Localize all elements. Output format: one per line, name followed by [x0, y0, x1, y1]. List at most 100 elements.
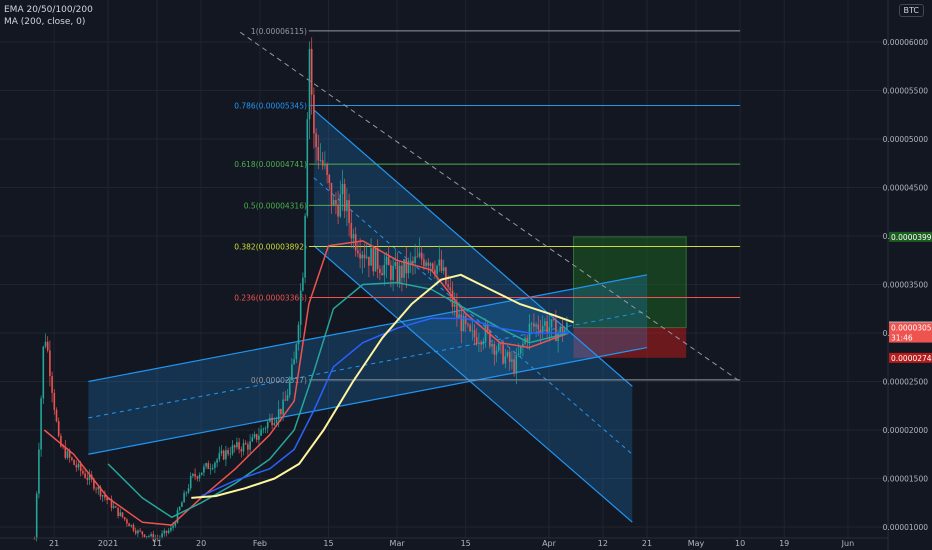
candle-body	[192, 473, 194, 476]
candle-body	[359, 253, 361, 259]
candle-body	[185, 492, 188, 494]
candle-body	[165, 530, 168, 533]
legend-ma[interactable]: MA (200, close, 0)	[4, 17, 86, 27]
candle-body	[321, 160, 324, 166]
candle-body	[183, 492, 185, 503]
candle-body	[93, 479, 95, 489]
candle-body	[244, 443, 247, 445]
x-tick-label: Jun	[841, 539, 855, 548]
candle-body	[211, 467, 214, 469]
indicator-legend[interactable]: EMA 20/50/100/200 MA (200, close, 0)	[4, 4, 93, 28]
candle-body	[71, 457, 73, 460]
y-tick-label: 0.00003500	[883, 281, 929, 290]
x-tick-label: 19	[779, 539, 789, 548]
y-tick-label: 0.00005500	[883, 87, 929, 96]
candle-body	[350, 222, 353, 239]
price-label-bg	[889, 322, 932, 343]
candle-body	[126, 519, 128, 524]
candle-body	[315, 133, 317, 148]
candle-body	[33, 538, 36, 540]
dashed-trendline[interactable]	[240, 31, 741, 382]
candle-body	[62, 446, 64, 448]
candle-body	[381, 273, 383, 276]
ema-line	[43, 240, 569, 526]
candle-body	[112, 506, 115, 508]
candle-body	[304, 215, 306, 278]
legend-ema[interactable]: EMA 20/50/100/200	[4, 5, 93, 15]
fib-retracement[interactable]: 1(0.00006115) 0.786(0.00005345) 0.618(0.00…	[234, 27, 741, 385]
candle-body	[101, 495, 104, 497]
candlestick-series	[33, 37, 568, 543]
candle-body	[317, 147, 320, 161]
candle-body	[451, 290, 454, 307]
desc-channel-lower	[313, 245, 633, 523]
candle-body	[286, 395, 289, 401]
candle-body	[273, 422, 276, 426]
candle-body	[97, 487, 100, 490]
candle-body	[82, 470, 84, 474]
candle-body	[341, 183, 344, 195]
candle-body	[462, 316, 465, 332]
candle-body	[374, 247, 377, 272]
candle-body	[453, 304, 456, 307]
x-tick-label: May	[688, 539, 705, 548]
candle-body	[427, 262, 430, 266]
ticker-badge[interactable]: BTC	[898, 4, 924, 17]
candle-body	[216, 459, 218, 463]
desc-channel-upper	[313, 109, 633, 387]
candle-body	[405, 259, 408, 274]
candle-body	[401, 265, 403, 278]
candle-body	[106, 497, 108, 501]
candle-body	[526, 338, 529, 342]
candle-body	[297, 324, 300, 345]
candle-body	[471, 330, 474, 332]
candle-body	[310, 48, 313, 95]
candle-body	[49, 350, 51, 377]
candle-body	[407, 260, 410, 274]
price-label: 0.00003991	[891, 233, 932, 242]
candle-body	[218, 453, 221, 460]
candle-body	[99, 487, 102, 497]
candle-body	[229, 453, 232, 455]
candle-body	[302, 277, 304, 291]
desc-channel-mid	[313, 177, 633, 455]
candle-body	[288, 379, 291, 396]
candle-body	[530, 323, 533, 325]
candle-body	[40, 398, 42, 450]
price-label-bg	[889, 352, 932, 363]
candle-body	[139, 530, 141, 532]
x-tick-label: 15	[461, 539, 471, 548]
candle-body	[412, 260, 414, 263]
profit-zone	[573, 236, 687, 329]
long-position-tool[interactable]	[573, 236, 687, 358]
price-label: 0.00002744	[891, 354, 932, 363]
ema-lines	[43, 240, 574, 526]
candle-body	[368, 256, 370, 266]
channel-drawings[interactable]	[88, 109, 648, 523]
candle-body	[137, 530, 139, 534]
candle-body	[196, 476, 199, 479]
candle-body	[44, 341, 47, 347]
candle-body	[121, 512, 124, 518]
candle-body	[227, 450, 229, 454]
candle-body	[282, 399, 284, 415]
x-tick-label: 20	[196, 539, 206, 548]
candle-body	[335, 200, 337, 205]
candle-body	[242, 443, 245, 452]
candle-body	[205, 463, 207, 467]
candle-body	[161, 533, 163, 538]
candle-body	[537, 324, 540, 330]
candle-body	[86, 477, 89, 480]
candle-body	[253, 434, 256, 438]
candle-body	[104, 495, 106, 498]
candle-body	[73, 459, 75, 465]
x-tick-label: 11	[152, 539, 162, 548]
candle-body	[379, 268, 381, 274]
x-tick-label: Apr	[542, 539, 557, 548]
candle-body	[357, 250, 359, 254]
candle-body	[66, 451, 69, 458]
candle-body	[361, 254, 364, 259]
candle-body	[152, 534, 155, 540]
